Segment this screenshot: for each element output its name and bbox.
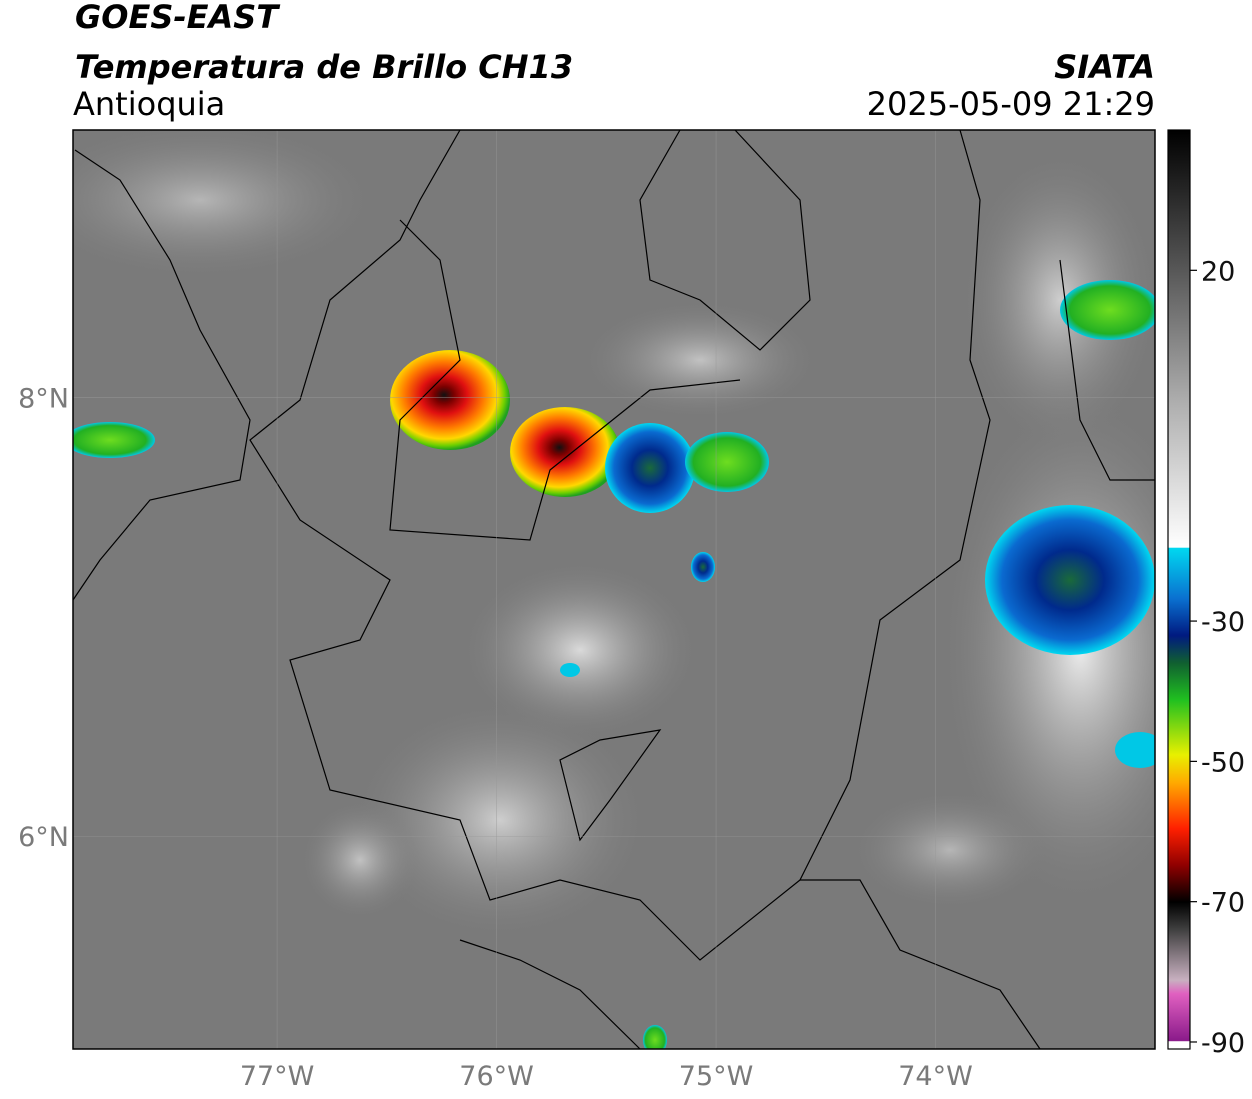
lon-tick-label: 77°W: [240, 1061, 315, 1092]
lat-tick-label: 6°N: [18, 822, 69, 853]
graticule: [73, 130, 1155, 1049]
colorbar: [1167, 129, 1191, 1050]
colorbar-tick-label: -90: [1201, 1028, 1245, 1059]
title: GOES-EAST: [75, 0, 280, 36]
lon-tick-label: 74°W: [898, 1061, 973, 1092]
subtitle: Temperatura de Brillo CH13: [75, 48, 573, 86]
datetime: 2025-05-09 21:29: [867, 85, 1155, 123]
colorbar-tick-label: 20: [1201, 256, 1235, 287]
colorbar-tick-label: -50: [1201, 747, 1245, 778]
region: Antioquia: [73, 85, 225, 123]
colorbar-tick-label: -30: [1201, 607, 1245, 638]
map-image: [73, 130, 1155, 1049]
lat-tick-label: 8°N: [18, 384, 69, 415]
map-frame: [72, 129, 1156, 1050]
colorbar-tick-label: -70: [1201, 888, 1245, 919]
lon-tick-label: 75°W: [679, 1061, 754, 1092]
lon-tick-label: 76°W: [459, 1061, 534, 1092]
source: SIATA: [1054, 48, 1155, 86]
